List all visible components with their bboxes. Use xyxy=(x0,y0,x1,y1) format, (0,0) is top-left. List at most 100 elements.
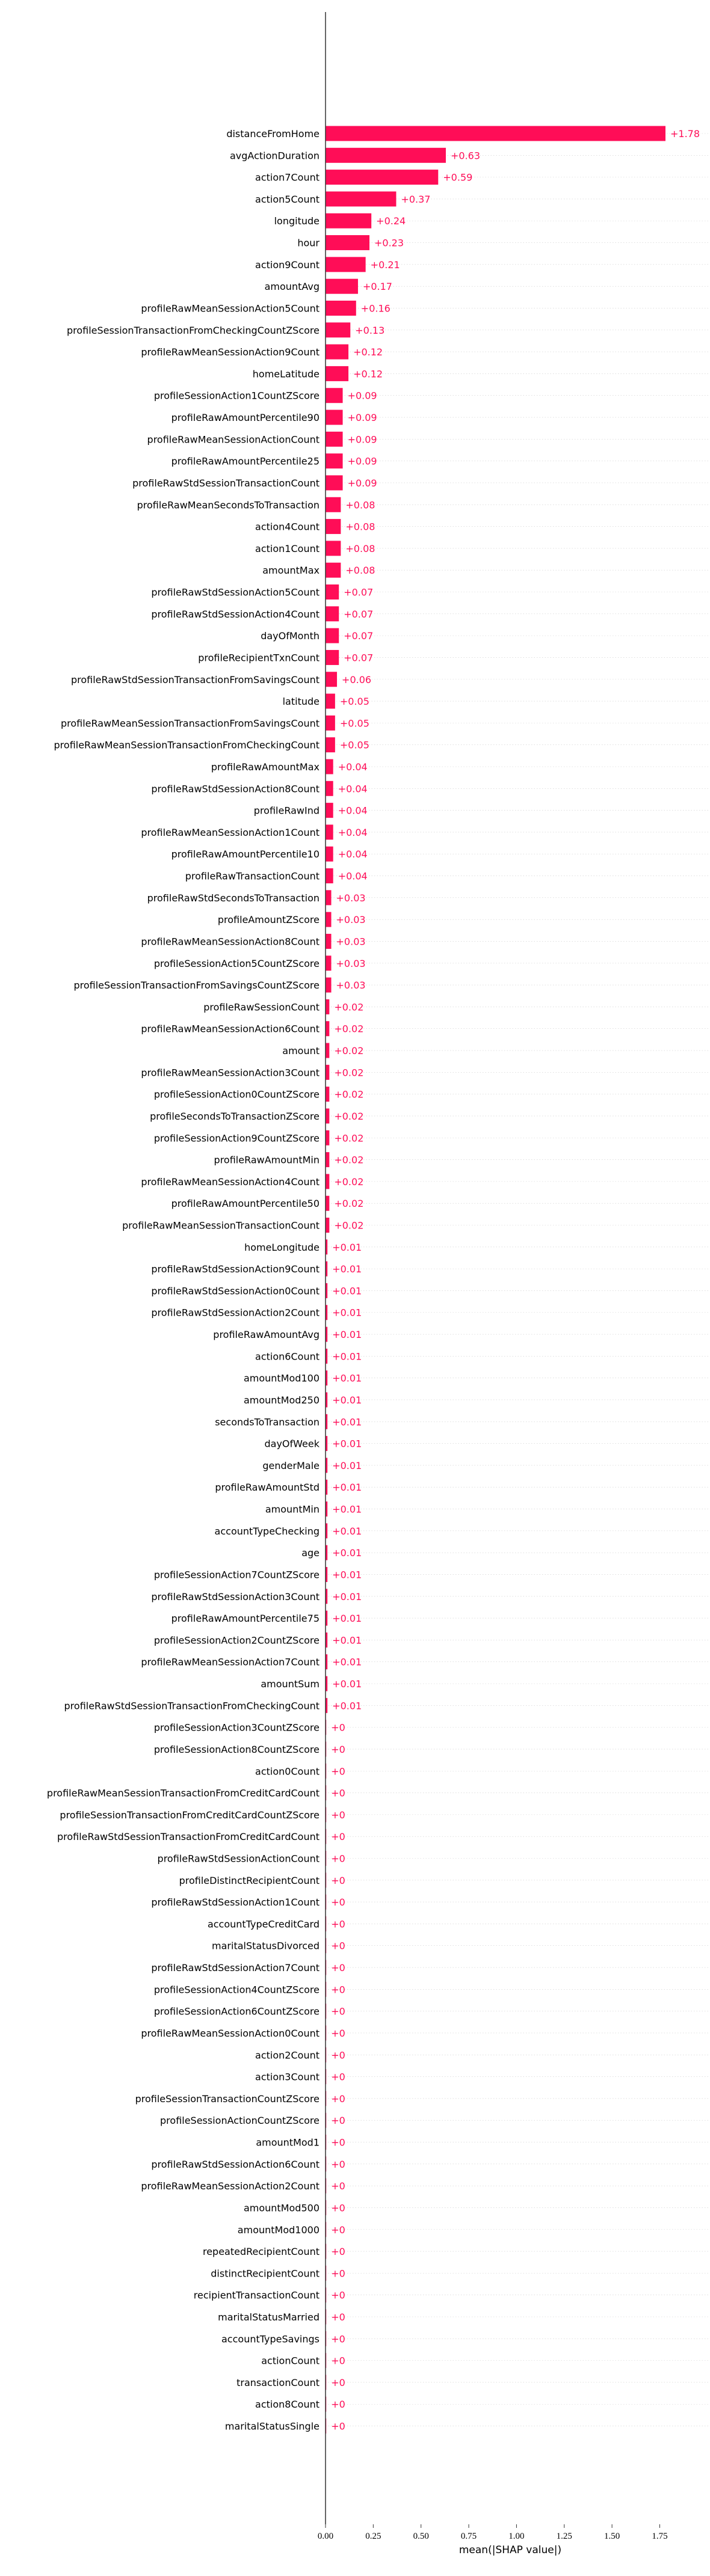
value-label: +0.03 xyxy=(336,980,366,991)
value-label: +0 xyxy=(331,2290,345,2301)
value-label: +0 xyxy=(331,2180,345,2192)
value-label: +0.08 xyxy=(345,565,375,576)
category-label: profileRawStdSessionActionCount xyxy=(158,1853,320,1864)
bar-profileRawMeanSessionTransactionCount xyxy=(326,1218,330,1233)
value-label: +0.37 xyxy=(401,194,430,205)
category-label: profileRawStdSessionAction0Count xyxy=(151,1285,320,1296)
category-label: profileSessionTransactionCountZScore xyxy=(135,2093,320,2105)
bar-amountSum xyxy=(326,1676,328,1691)
category-label: profileRawTransactionCount xyxy=(185,871,320,882)
category-label: recipientTransactionCount xyxy=(194,2290,320,2301)
bar-profileSessionAction0CountZScore xyxy=(326,1087,330,1102)
value-label: +0 xyxy=(331,2224,345,2236)
category-label: profileRawMeanSessionAction2Count xyxy=(141,2180,320,2192)
value-label: +0.04 xyxy=(338,783,368,794)
category-label: avgActionDuration xyxy=(230,150,320,161)
value-label: +0.05 xyxy=(340,717,369,729)
bar-profileRawMeanSessionAction9Count xyxy=(326,344,349,360)
bar-profileRecipientTxnCount xyxy=(326,649,339,665)
bar-longitude xyxy=(326,213,372,228)
bar-profileRawAmountMin xyxy=(326,1152,330,1168)
category-label: profileSessionTransactionFromSavingsCoun… xyxy=(73,980,320,991)
bar-homeLatitude xyxy=(326,366,349,381)
value-label: +0 xyxy=(331,1984,345,1995)
bar-profileRawMeanSessionTransactionFromSavingsCount xyxy=(326,715,335,731)
category-label: hour xyxy=(297,238,320,249)
category-label: profileDistinctRecipientCount xyxy=(179,1875,320,1886)
bar-profileRawStdSessionTransactionFromCheckingCount xyxy=(326,1697,328,1713)
bar-profileRawMeanSessionAction3Count xyxy=(326,1064,330,1080)
value-label: +0.02 xyxy=(334,1132,363,1144)
value-label: +0.01 xyxy=(332,1351,362,1362)
category-label: action4Count xyxy=(255,521,320,533)
category-label: action1Count xyxy=(255,543,320,554)
value-label: +0 xyxy=(331,1962,345,1973)
value-label: +0.01 xyxy=(332,1547,362,1559)
value-label: +0.01 xyxy=(332,1482,362,1493)
bar-profileRawStdSessionTransactionFromSavingsCount xyxy=(326,672,338,687)
category-label: transactionCount xyxy=(236,2377,320,2388)
category-label: latitude xyxy=(283,696,320,707)
value-label: +0.01 xyxy=(332,1285,362,1296)
category-label: profileAmountZScore xyxy=(218,914,320,925)
bar-profileRawStdSessionAction8Count xyxy=(326,780,333,796)
category-label: profileRawAmountPercentile25 xyxy=(171,456,320,467)
value-label: +0.02 xyxy=(334,1220,363,1231)
category-label: action9Count xyxy=(255,259,320,271)
value-label: +0.21 xyxy=(371,259,400,271)
category-label: profileSessionAction7CountZScore xyxy=(154,1569,320,1580)
category-label: profileRawMeanSessionTransactionFromChec… xyxy=(54,740,320,751)
bar-profileSessionAction2CountZScore xyxy=(326,1632,328,1648)
value-label: +0.01 xyxy=(332,1307,362,1319)
category-label: repeatedRecipientCount xyxy=(203,2246,320,2257)
category-label: profileRawStdSessionTransactionFromCheck… xyxy=(64,1700,320,1711)
category-label: homeLatitude xyxy=(253,368,320,379)
bar-profileRawStdSecondsToTransaction xyxy=(326,890,332,906)
category-label: profileSessionAction8CountZScore xyxy=(154,1744,320,1755)
value-label: +0.02 xyxy=(334,1001,363,1013)
category-label: action5Count xyxy=(255,194,320,205)
value-label: +0.63 xyxy=(451,150,480,161)
category-label: distanceFromHome xyxy=(226,128,320,140)
category-label: profileRawMeanSessionAction0Count xyxy=(141,2028,320,2039)
category-label: distinctRecipientCount xyxy=(211,2268,320,2279)
value-label: +0 xyxy=(331,1831,345,1842)
value-label: +0.02 xyxy=(334,1023,363,1035)
value-label: +0.01 xyxy=(332,1700,362,1711)
bar-profileRawTransactionCount xyxy=(326,868,333,884)
value-label: +0 xyxy=(331,2333,345,2344)
category-label: profileRawMeanSessionTransactionFromSavi… xyxy=(61,717,320,729)
x-axis-ticks: 0.00 0.25 0.50 0.75 1.00 1.25 1.50 1.75 xyxy=(318,2524,668,2541)
bar-profileSessionTransactionFromCheckingCountZScore xyxy=(326,322,351,338)
value-label: +0.01 xyxy=(332,1416,362,1428)
category-label: amountMod100 xyxy=(244,1373,320,1384)
bar-distanceFromHome xyxy=(326,126,665,141)
category-label: dayOfMonth xyxy=(261,630,320,642)
value-label: +0 xyxy=(331,2159,345,2170)
category-label: actionCount xyxy=(261,2355,320,2367)
value-label: +0.03 xyxy=(336,936,366,947)
value-label: +0 xyxy=(331,1897,345,1908)
value-label: +0 xyxy=(331,1788,345,1799)
bar-profileSessionAction9CountZScore xyxy=(326,1130,330,1145)
bar-profileRawAmountPercentile25 xyxy=(326,453,343,469)
category-label: action6Count xyxy=(255,1351,320,1362)
category-label: amountMod500 xyxy=(244,2202,320,2213)
bar-profileRawMeanSessionAction7Count xyxy=(326,1654,328,1670)
value-label: +0.03 xyxy=(336,892,366,904)
category-label: action2Count xyxy=(255,2049,320,2061)
category-label: profileRawAmountAvg xyxy=(213,1329,320,1340)
value-label: +0 xyxy=(331,1765,345,1777)
bar-profileRawStdSessionAction9Count xyxy=(326,1261,328,1277)
bar-profileRawStdSessionAction2Count xyxy=(326,1305,328,1320)
bar-amountMin xyxy=(326,1501,328,1517)
value-label: +0.09 xyxy=(348,434,377,445)
bar-profileRawAmountStd xyxy=(326,1479,328,1495)
value-label: +0.24 xyxy=(376,215,406,227)
value-label: +0.04 xyxy=(338,761,368,773)
category-labels-group: distanceFromHome avgActionDuration action7… xyxy=(47,128,320,2432)
category-label: profileRawStdSessionAction3Count xyxy=(151,1591,320,1602)
category-label: profileRawMeanSessionAction5Count xyxy=(141,302,320,314)
x-tick-label: 0.50 xyxy=(413,2532,429,2541)
category-label: action3Count xyxy=(255,2072,320,2083)
